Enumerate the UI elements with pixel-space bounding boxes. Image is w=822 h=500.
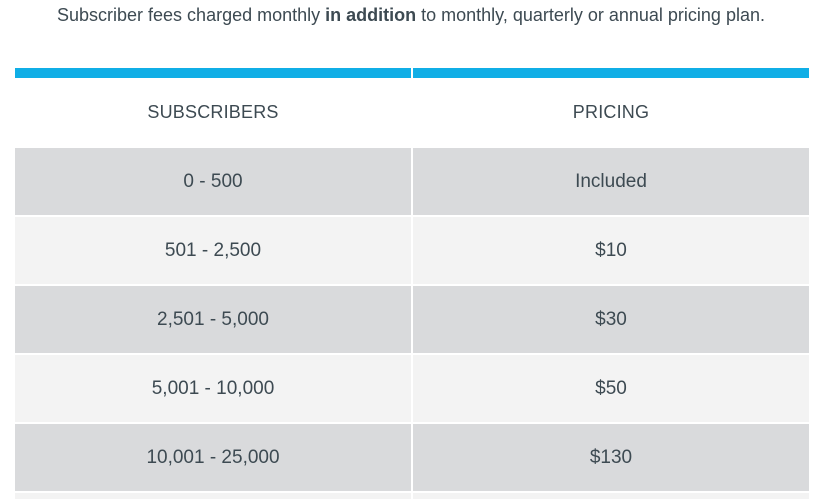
table-accent-bar [15, 68, 809, 78]
accent-bar-left [15, 68, 411, 78]
subscriber-pricing-table: SUBSCRIBERS PRICING 0 - 500 Included 501… [15, 68, 809, 499]
table-row: 2,501 - 5,000 $30 [15, 286, 809, 353]
subscribers-cell [15, 493, 411, 499]
subscribers-cell: 10,001 - 25,000 [15, 424, 411, 491]
table-row: 501 - 2,500 $10 [15, 217, 809, 284]
intro-text-emphasis: in addition [325, 5, 417, 25]
accent-bar-right [413, 68, 809, 78]
subscribers-cell: 2,501 - 5,000 [15, 286, 411, 353]
pricing-cell: $130 [413, 424, 809, 491]
pricing-cell: $30 [413, 286, 809, 353]
subscribers-cell: 501 - 2,500 [15, 217, 411, 284]
pricing-intro-text: Subscriber fees charged monthly in addit… [0, 3, 822, 27]
table-row: 10,001 - 25,000 $130 [15, 424, 809, 491]
intro-text-start: Subscriber fees charged monthly [57, 5, 326, 25]
pricing-cell: $50 [413, 355, 809, 422]
subscribers-cell: 5,001 - 10,000 [15, 355, 411, 422]
pricing-cell: Included [413, 148, 809, 215]
subscribers-cell: 0 - 500 [15, 148, 411, 215]
table-header-row: SUBSCRIBERS PRICING [15, 78, 809, 146]
header-pricing: PRICING [572, 101, 650, 122]
table-row: 5,001 - 10,000 $50 [15, 355, 809, 422]
table-row-cut-off [15, 493, 809, 499]
header-subscribers: SUBSCRIBERS [147, 101, 279, 122]
intro-text-end: to monthly, quarterly or annual pricing … [416, 5, 765, 25]
table-row: 0 - 500 Included [15, 148, 809, 215]
pricing-cell [413, 493, 809, 499]
pricing-cell: $10 [413, 217, 809, 284]
